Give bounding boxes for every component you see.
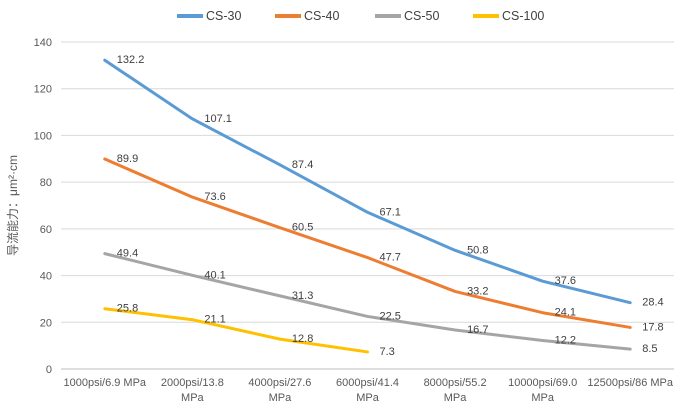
- data-label-cs-40-4: 33.2: [467, 285, 488, 297]
- x-tick-label-1: 2000psi/13.8 MPa: [161, 377, 224, 404]
- data-label-cs-40-1: 73.6: [204, 191, 225, 203]
- x-tick-label-6: 12500psi/86 MPa: [587, 377, 673, 389]
- series-line-cs-40[interactable]: [103, 157, 632, 329]
- data-label-cs-40-2: 60.5: [292, 222, 313, 234]
- data-label-cs-30-4: 50.8: [467, 244, 488, 256]
- data-label-cs-30-2: 87.4: [292, 159, 313, 171]
- data-label-cs-30-3: 67.1: [380, 206, 401, 218]
- x-tick-label-2: 4000psi/27.6 MPa: [248, 377, 311, 404]
- legend-label-cs-30: CS-30: [206, 9, 241, 23]
- series-line-cs-100[interactable]: [103, 307, 369, 354]
- data-label-cs-40-6: 17.8: [642, 321, 663, 333]
- data-label-cs-40-0: 89.9: [117, 153, 138, 165]
- data-label-cs-100-0: 25.8: [117, 303, 138, 315]
- y-tick-label-20: 20: [40, 317, 52, 329]
- legend-label-cs-100: CS-100: [502, 9, 544, 23]
- y-tick-label-60: 60: [40, 224, 52, 236]
- data-label-cs-50-1: 40.1: [204, 269, 225, 281]
- x-tick-label-4: 8000psi/55.2 MPa: [424, 377, 487, 404]
- data-label-cs-30-5: 37.6: [555, 275, 576, 287]
- x-tick-label-5: 10000psi/69.0 MPa: [508, 377, 577, 404]
- legend-item-cs-40[interactable]: CS-40: [275, 9, 339, 23]
- legend-label-cs-50: CS-50: [404, 9, 439, 23]
- data-label-cs-50-3: 22.5: [380, 310, 401, 322]
- data-label-cs-50-6: 8.5: [642, 343, 657, 355]
- legend-label-cs-40: CS-40: [304, 9, 339, 23]
- y-tick-label-0: 0: [46, 364, 52, 376]
- data-label-cs-50-5: 12.2: [555, 335, 576, 347]
- series-line-cs-30[interactable]: [103, 58, 632, 305]
- series-line-cs-50[interactable]: [103, 252, 632, 351]
- data-label-cs-30-1: 107.1: [204, 113, 232, 125]
- data-label-cs-50-0: 49.4: [117, 248, 138, 260]
- x-tick-label-0: 1000psi/6.9 MPa: [64, 377, 147, 389]
- data-label-cs-30-0: 132.2: [117, 54, 145, 66]
- y-tick-label-100: 100: [34, 130, 52, 142]
- data-label-cs-50-2: 31.3: [292, 290, 313, 302]
- legend-item-cs-50[interactable]: CS-50: [375, 9, 439, 23]
- legend-item-cs-30[interactable]: CS-30: [177, 9, 241, 23]
- y-tick-label-80: 80: [40, 177, 52, 189]
- y-tick-label-140: 140: [34, 37, 52, 49]
- y-axis-title: 导流能力：μm²·cm: [6, 155, 20, 256]
- data-label-cs-100-1: 21.1: [204, 314, 225, 326]
- y-tick-label-120: 120: [34, 84, 52, 96]
- data-label-cs-40-5: 24.1: [555, 307, 576, 319]
- data-label-cs-100-3: 7.3: [380, 346, 395, 358]
- x-tick-label-3: 6000psi/41.4 MPa: [336, 377, 399, 404]
- data-label-cs-50-4: 16.7: [467, 324, 488, 336]
- data-label-cs-40-3: 47.7: [380, 252, 401, 264]
- data-label-cs-30-6: 28.4: [642, 297, 663, 309]
- y-tick-label-40: 40: [40, 271, 52, 283]
- data-label-cs-100-2: 12.8: [292, 333, 313, 345]
- legend-item-cs-100[interactable]: CS-100: [473, 9, 544, 23]
